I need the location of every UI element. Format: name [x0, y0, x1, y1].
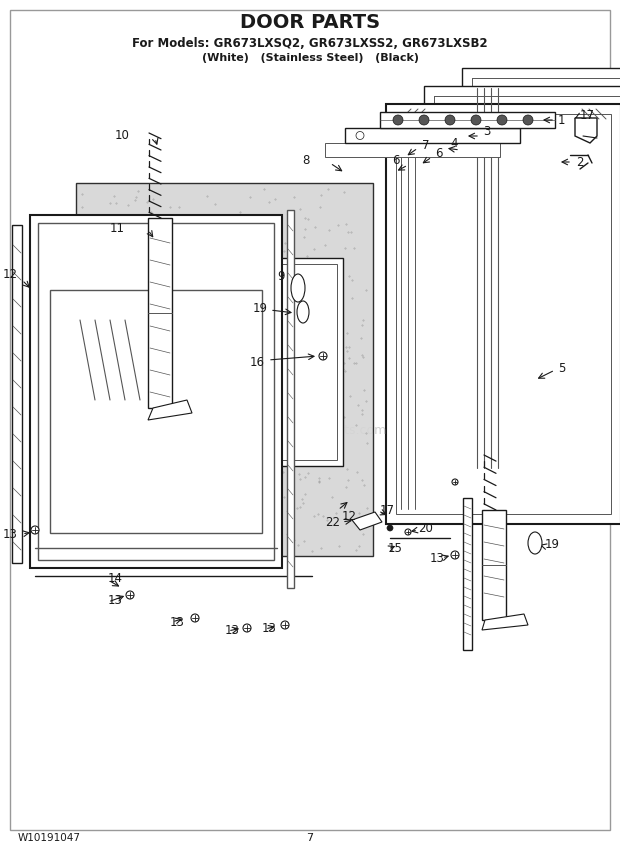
Text: 13: 13: [262, 621, 277, 634]
Polygon shape: [148, 400, 192, 420]
Text: 13: 13: [225, 623, 240, 637]
Circle shape: [471, 115, 481, 125]
Text: W10191047: W10191047: [18, 833, 81, 843]
Text: 8: 8: [303, 153, 310, 167]
Text: For Models: GR673LXSQ2, GR673LXSS2, GR673LXSB2: For Models: GR673LXSQ2, GR673LXSS2, GR67…: [132, 37, 488, 50]
Text: 15: 15: [388, 542, 403, 555]
Text: 10: 10: [115, 128, 130, 141]
Circle shape: [126, 591, 134, 599]
Polygon shape: [287, 210, 294, 588]
Circle shape: [191, 614, 199, 622]
Text: 7: 7: [422, 139, 430, 152]
Polygon shape: [325, 143, 500, 157]
Polygon shape: [386, 104, 620, 524]
Text: 6: 6: [392, 153, 400, 167]
Ellipse shape: [528, 532, 542, 554]
Circle shape: [319, 352, 327, 360]
Text: 13: 13: [430, 551, 445, 564]
Polygon shape: [380, 112, 555, 128]
Text: eReplacementParts.com: eReplacementParts.com: [234, 424, 386, 437]
Polygon shape: [345, 128, 520, 143]
Polygon shape: [424, 86, 620, 506]
Text: 9: 9: [278, 270, 285, 282]
Polygon shape: [482, 510, 506, 620]
Text: 20: 20: [418, 521, 433, 534]
Circle shape: [387, 525, 393, 531]
Text: 6: 6: [435, 146, 443, 159]
Circle shape: [523, 115, 533, 125]
Circle shape: [405, 529, 411, 535]
Polygon shape: [148, 218, 172, 408]
Polygon shape: [30, 215, 282, 568]
Ellipse shape: [291, 274, 305, 302]
Text: 1: 1: [558, 114, 565, 127]
Polygon shape: [462, 68, 620, 488]
Text: 22: 22: [325, 515, 340, 528]
Text: DOOR PARTS: DOOR PARTS: [240, 13, 380, 32]
Text: 13: 13: [108, 593, 123, 607]
Text: 16: 16: [250, 355, 265, 368]
Ellipse shape: [297, 301, 309, 323]
Circle shape: [451, 551, 459, 559]
Polygon shape: [76, 183, 373, 556]
Circle shape: [452, 479, 458, 485]
Circle shape: [31, 526, 39, 534]
Polygon shape: [575, 118, 597, 143]
Circle shape: [356, 132, 364, 140]
Circle shape: [419, 115, 429, 125]
Polygon shape: [105, 259, 343, 467]
Text: 11: 11: [110, 222, 125, 235]
Polygon shape: [12, 225, 22, 563]
Text: 7: 7: [306, 833, 314, 843]
Text: 4: 4: [450, 136, 458, 150]
Text: 17: 17: [380, 503, 395, 516]
Polygon shape: [463, 498, 472, 650]
Circle shape: [445, 115, 455, 125]
Circle shape: [393, 115, 403, 125]
Text: 17: 17: [580, 109, 595, 122]
Text: 14: 14: [108, 572, 123, 585]
Circle shape: [497, 115, 507, 125]
Text: 19: 19: [545, 538, 560, 551]
Text: (White)   (Stainless Steel)   (Black): (White) (Stainless Steel) (Black): [202, 53, 418, 63]
Circle shape: [281, 621, 289, 629]
Polygon shape: [352, 512, 382, 530]
Text: 13: 13: [170, 615, 185, 628]
Text: 3: 3: [483, 124, 490, 138]
Text: 12: 12: [3, 269, 18, 282]
Text: 2: 2: [576, 156, 583, 169]
Polygon shape: [482, 614, 528, 630]
Circle shape: [243, 624, 251, 632]
Text: 13: 13: [3, 527, 18, 540]
Text: 19: 19: [253, 301, 268, 314]
Text: 12: 12: [342, 510, 357, 524]
Text: 5: 5: [558, 361, 565, 375]
